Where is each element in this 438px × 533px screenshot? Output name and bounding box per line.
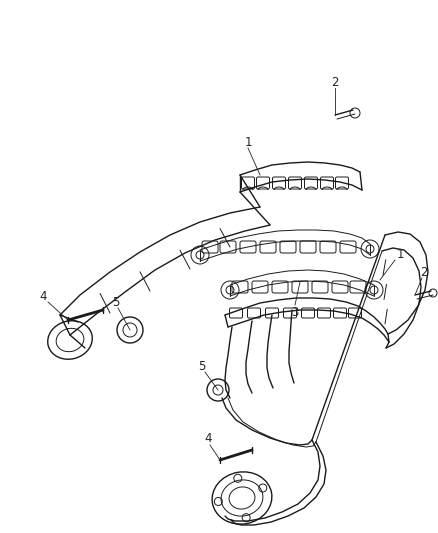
FancyBboxPatch shape [304,177,318,189]
Text: 2: 2 [331,76,339,88]
FancyBboxPatch shape [320,241,336,253]
FancyBboxPatch shape [318,308,331,318]
Circle shape [207,379,229,401]
FancyBboxPatch shape [230,308,243,318]
FancyBboxPatch shape [202,241,218,253]
FancyBboxPatch shape [252,281,268,293]
Text: 1: 1 [244,135,252,149]
FancyBboxPatch shape [332,281,348,293]
FancyBboxPatch shape [300,241,316,253]
FancyBboxPatch shape [333,308,346,318]
FancyBboxPatch shape [283,308,297,318]
FancyBboxPatch shape [220,241,236,253]
FancyBboxPatch shape [260,241,276,253]
FancyBboxPatch shape [280,241,296,253]
Text: 1: 1 [396,248,404,262]
FancyBboxPatch shape [241,177,254,189]
FancyBboxPatch shape [340,241,356,253]
FancyBboxPatch shape [257,177,269,189]
FancyBboxPatch shape [240,241,256,253]
FancyBboxPatch shape [272,177,286,189]
FancyBboxPatch shape [247,308,261,318]
FancyBboxPatch shape [272,281,288,293]
FancyBboxPatch shape [336,177,349,189]
Text: 4: 4 [204,432,212,445]
FancyBboxPatch shape [321,177,333,189]
FancyBboxPatch shape [349,308,361,318]
FancyBboxPatch shape [265,308,279,318]
Text: 2: 2 [420,265,428,279]
FancyBboxPatch shape [292,281,308,293]
Text: 4: 4 [39,289,47,303]
FancyBboxPatch shape [350,281,366,293]
FancyBboxPatch shape [301,308,314,318]
FancyBboxPatch shape [312,281,328,293]
Text: 3: 3 [291,305,299,319]
FancyBboxPatch shape [289,177,301,189]
Circle shape [117,317,143,343]
FancyBboxPatch shape [232,281,248,293]
Text: 5: 5 [198,359,206,373]
Text: 5: 5 [112,295,120,309]
